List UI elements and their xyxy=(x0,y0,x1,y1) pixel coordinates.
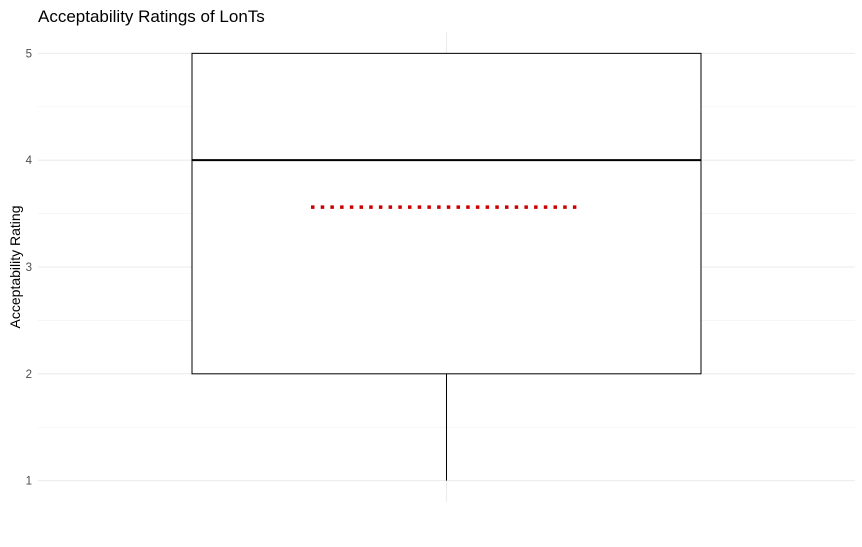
box-plot xyxy=(192,53,701,480)
y-tick-label: 2 xyxy=(26,369,32,381)
chart-title: Acceptability Ratings of LonTs xyxy=(38,7,265,26)
iqr-box xyxy=(192,53,701,373)
y-tick-label: 1 xyxy=(26,476,32,488)
y-axis-title: Acceptability Rating xyxy=(7,206,23,329)
y-tick-label: 5 xyxy=(26,48,32,60)
y-axis-ticks: 1 2 3 4 5 xyxy=(26,48,33,487)
y-tick-label: 4 xyxy=(26,155,33,167)
y-tick-label: 3 xyxy=(26,262,32,274)
